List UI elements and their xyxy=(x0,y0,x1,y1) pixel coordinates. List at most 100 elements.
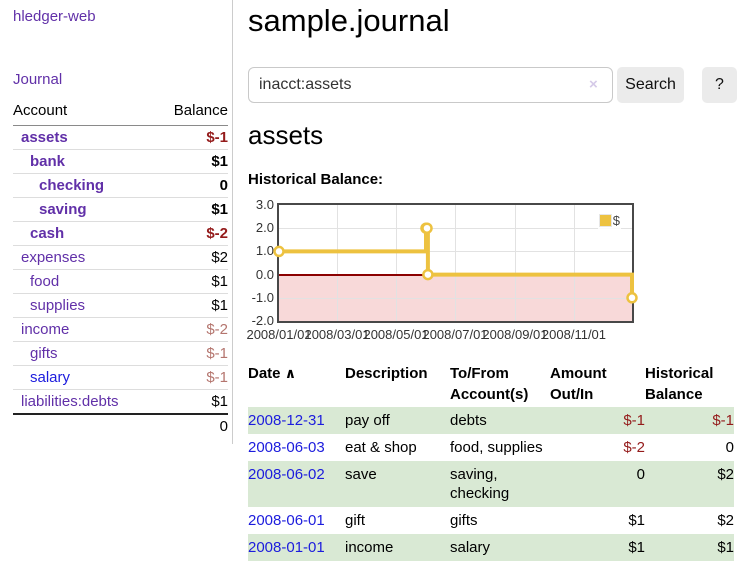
transaction-amount: $1 xyxy=(550,534,645,561)
search-input[interactable] xyxy=(248,67,613,103)
y-tick-label: -1.0 xyxy=(251,289,274,305)
chart-legend: $ xyxy=(597,212,621,229)
register-row: 2008-06-03 eat & shop food, supplies $-2 0 xyxy=(248,434,734,461)
gridline xyxy=(279,251,632,253)
transaction-amount: $1 xyxy=(628,512,645,529)
transaction-balance: $2 xyxy=(717,512,734,529)
transaction-description: save xyxy=(345,461,450,507)
account-link[interactable]: salary xyxy=(30,369,71,386)
gridline xyxy=(337,205,339,321)
legend-label: $ xyxy=(612,213,620,228)
account-balance: $1 xyxy=(155,389,228,414)
x-tick-label: 2008/11/01 xyxy=(541,327,607,342)
account-link[interactable]: supplies xyxy=(30,297,86,314)
sidebar: hledger-web Journal Account Balance asse… xyxy=(0,0,233,444)
gridline xyxy=(279,297,632,299)
app-title-link[interactable]: hledger-web xyxy=(13,8,96,25)
gridline xyxy=(396,205,398,321)
register-row: 2008-12-31 pay off debts $-1 $-1 xyxy=(248,407,734,434)
page-title: sample.journal xyxy=(248,3,450,38)
accounts-total-value: 0 xyxy=(155,413,228,438)
x-tick-label: 2008/03/01 xyxy=(304,327,370,342)
transaction-description: gift xyxy=(345,512,366,529)
transaction-balance: 0 xyxy=(725,439,734,456)
y-tick-label: 1.0 xyxy=(255,243,274,259)
gridline xyxy=(455,205,457,321)
register-row: 2008-01-01 income salary $1 $1 xyxy=(248,534,734,561)
account-link[interactable]: checking xyxy=(39,177,105,194)
account-balance: $1 xyxy=(155,269,228,294)
account-row: checking 0 xyxy=(13,173,228,198)
account-link[interactable]: liabilities:debts xyxy=(21,393,119,410)
y-tick-label: 3.0 xyxy=(255,197,274,212)
col-header-amount: Amount Out/In xyxy=(550,365,607,403)
transaction-balance: $-1 xyxy=(645,407,734,434)
date-header-label: Date xyxy=(248,365,281,382)
register-header-row: Date ∧ Description To/From Account(s) Am… xyxy=(248,361,734,407)
account-heading: assets xyxy=(248,120,324,150)
transaction-date-link[interactable]: 2008-06-02 xyxy=(248,466,325,483)
transaction-date-link[interactable]: 2008-06-01 xyxy=(248,512,325,529)
transaction-amount: $-1 xyxy=(550,407,645,434)
accounts-total-row: 0 xyxy=(13,413,228,438)
col-header-date[interactable]: Date ∧ xyxy=(248,361,345,407)
register-row: 2008-06-01 gift gifts $1 $2 xyxy=(248,507,734,534)
historical-balance-chart: $ 3.0 2.0 1.0 0.0 -1.0 -2.0 2008/01/01 2008/03… xyxy=(246,197,742,348)
sidebar-item-journal[interactable]: Journal xyxy=(13,71,63,88)
y-tick-label: 0.0 xyxy=(255,266,274,282)
account-row: salary $-1 xyxy=(13,365,228,390)
legend-swatch-icon xyxy=(598,214,612,227)
accounts-header-account: Account xyxy=(13,100,156,126)
account-link[interactable]: saving xyxy=(39,201,87,218)
chart-plot-area: $ xyxy=(273,203,638,323)
account-row: food $1 xyxy=(13,269,228,294)
register-table: Date ∧ Description To/From Account(s) Am… xyxy=(248,361,734,561)
register-row: 2008-06-02 save saving, checking 0 $2 xyxy=(248,461,734,507)
account-row: gifts $-1 xyxy=(13,341,228,366)
account-balance: $-2 xyxy=(155,221,228,246)
account-row: liabilities:debts $1 xyxy=(13,389,228,414)
account-link[interactable]: expenses xyxy=(21,249,86,266)
search-button[interactable]: Search xyxy=(617,67,684,103)
transaction-accounts: food, supplies xyxy=(450,439,543,456)
transaction-date-link[interactable]: 2008-01-01 xyxy=(248,539,325,556)
search-form: × Search ? xyxy=(248,67,742,103)
x-tick-label: 2008/07/01 xyxy=(422,327,488,342)
sort-ascending-icon: ∧ xyxy=(284,365,297,381)
x-tick-label: 2008/01/01 xyxy=(246,327,312,342)
account-link[interactable]: food xyxy=(30,273,60,290)
transaction-date-link[interactable]: 2008-12-31 xyxy=(248,412,325,429)
account-row: income $-2 xyxy=(13,317,228,342)
account-link[interactable]: bank xyxy=(30,153,66,170)
account-balance: $-1 xyxy=(155,365,228,390)
transaction-balance: $1 xyxy=(645,534,734,561)
account-balance: $1 xyxy=(155,293,228,318)
transaction-accounts: saving, checking xyxy=(450,461,550,507)
accounts-table: Account Balance assets $-1 bank $1 checking 0… xyxy=(13,100,228,438)
accounts-header-balance: Balance xyxy=(155,100,228,126)
col-header-balance: Historical Balance xyxy=(645,365,714,403)
account-row: expenses $2 xyxy=(13,245,228,270)
chart-title: Historical Balance: xyxy=(248,171,384,188)
col-header-accounts: To/From Account(s) xyxy=(450,365,529,403)
account-balance: $1 xyxy=(155,149,228,174)
balance-line-series xyxy=(273,222,638,304)
account-row: bank $1 xyxy=(13,149,228,174)
account-row: assets $-1 xyxy=(13,126,228,150)
col-header-description: Description xyxy=(345,365,428,382)
account-row: cash $-2 xyxy=(13,221,228,246)
account-link[interactable]: assets xyxy=(21,129,68,146)
clear-search-icon[interactable]: × xyxy=(589,76,598,93)
transaction-date-link[interactable]: 2008-06-03 xyxy=(248,439,325,456)
transaction-amount: 0 xyxy=(550,461,645,507)
account-balance: $1 xyxy=(155,197,228,222)
account-link[interactable]: income xyxy=(21,321,70,338)
account-link[interactable]: gifts xyxy=(30,345,58,362)
transaction-amount: $-2 xyxy=(623,439,645,456)
transaction-accounts: salary xyxy=(450,534,550,561)
transaction-balance: $2 xyxy=(645,461,734,507)
transaction-description: income xyxy=(345,534,450,561)
help-button[interactable]: ? xyxy=(702,67,737,103)
x-tick-label: 2008/05/01 xyxy=(363,327,429,342)
account-link[interactable]: cash xyxy=(30,225,65,242)
